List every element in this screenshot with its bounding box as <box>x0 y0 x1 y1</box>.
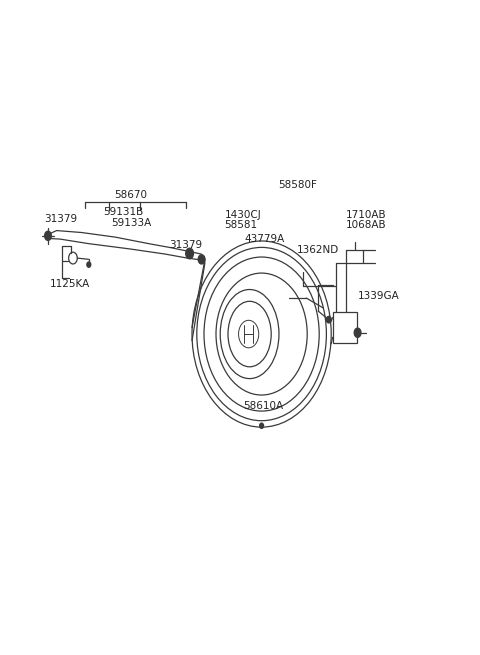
Text: 1125KA: 1125KA <box>49 279 90 290</box>
Text: 1710AB: 1710AB <box>346 210 386 220</box>
Circle shape <box>326 316 331 323</box>
Text: 58581: 58581 <box>225 220 258 231</box>
Text: 58610A: 58610A <box>243 401 283 411</box>
Text: 1339GA: 1339GA <box>358 291 399 301</box>
Circle shape <box>198 255 205 264</box>
Text: 58580F: 58580F <box>278 179 317 190</box>
Text: 43779A: 43779A <box>245 234 285 244</box>
Text: 31379: 31379 <box>44 214 77 225</box>
Circle shape <box>354 328 361 337</box>
Text: 1068AB: 1068AB <box>346 220 386 231</box>
Text: 59133A: 59133A <box>111 217 152 228</box>
Circle shape <box>260 423 264 428</box>
Text: 58670: 58670 <box>114 190 147 200</box>
Circle shape <box>186 248 193 259</box>
Text: 1430CJ: 1430CJ <box>225 210 262 220</box>
Circle shape <box>45 231 51 240</box>
Bar <box>333 312 357 343</box>
Text: 59131B: 59131B <box>103 207 144 217</box>
Circle shape <box>87 262 91 267</box>
Text: 31379: 31379 <box>169 240 202 250</box>
Text: 1362ND: 1362ND <box>297 245 339 255</box>
